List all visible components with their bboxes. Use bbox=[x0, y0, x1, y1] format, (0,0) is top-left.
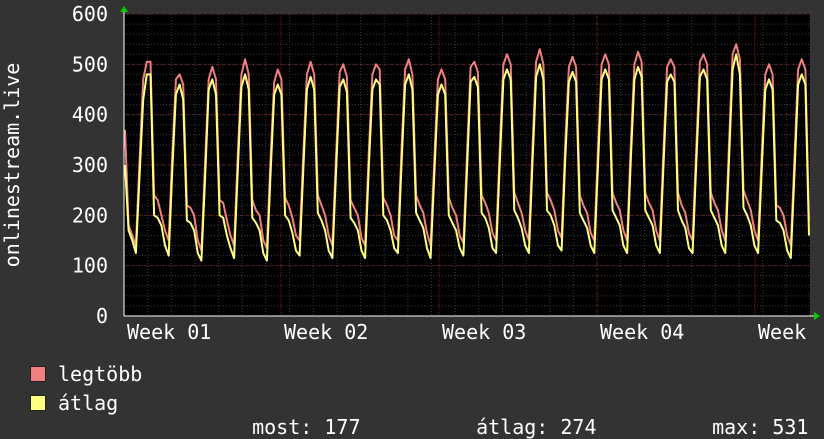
legend-label-max: legtöbb bbox=[58, 362, 143, 386]
y-tick-label: 400 bbox=[72, 103, 108, 127]
x-axis-ticks: Week 01 Week 02 Week 03 Week 04 Week bbox=[127, 320, 806, 344]
legend-swatch-avg bbox=[30, 395, 46, 411]
series-line-1 bbox=[124, 53, 810, 262]
x-tick-label: Week 04 bbox=[600, 320, 684, 344]
legend-label-avg: átlag bbox=[58, 391, 119, 415]
y-tick-label: 200 bbox=[72, 203, 108, 227]
x-tick-label: Week 03 bbox=[442, 320, 526, 344]
y-axis-label: onlinestream.live bbox=[0, 63, 24, 268]
x-tick-label: Week 01 bbox=[127, 320, 211, 344]
legend-swatch-max bbox=[30, 366, 46, 382]
y-axis-ticks: 0 100 200 300 400 500 600 bbox=[72, 2, 108, 328]
y-tick-label: 0 bbox=[96, 304, 108, 328]
stat-current-label: most: bbox=[252, 415, 313, 439]
x-axis-arrow bbox=[814, 312, 820, 320]
stat-average-label: átlag: bbox=[476, 415, 549, 439]
stat-maximum-label: max: bbox=[712, 415, 761, 439]
y-axis-arrow bbox=[120, 6, 128, 12]
y-tick-label: 600 bbox=[72, 2, 108, 26]
stat-average-value: 274 bbox=[560, 415, 597, 439]
stat-current: most: 177 bbox=[228, 391, 360, 439]
y-tick-label: 100 bbox=[72, 254, 108, 278]
stat-average: átlag: 274 bbox=[452, 391, 597, 439]
stat-maximum-value: 531 bbox=[772, 415, 809, 439]
x-tick-label: Week 02 bbox=[284, 320, 368, 344]
stat-maximum: max: 531 bbox=[688, 391, 808, 439]
y-tick-label: 300 bbox=[72, 153, 108, 177]
y-tick-label: 500 bbox=[72, 52, 108, 76]
legend-item-avg: átlag bbox=[30, 391, 118, 415]
legend-item-max: legtöbb bbox=[30, 362, 142, 386]
series-lines bbox=[124, 43, 810, 262]
x-tick-label: Week bbox=[758, 320, 806, 344]
stat-current-value: 177 bbox=[324, 415, 361, 439]
